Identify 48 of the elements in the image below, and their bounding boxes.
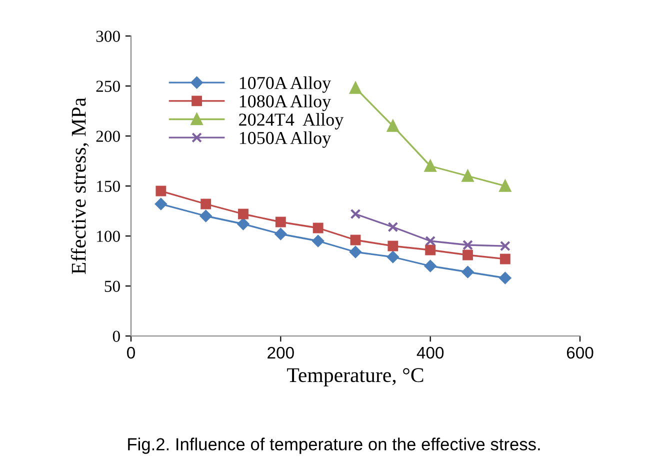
point [274, 228, 287, 240]
point [500, 240, 510, 252]
point [462, 250, 473, 260]
point [425, 236, 436, 246]
point [388, 222, 398, 232]
legend-label: 1080A Alloy [240, 94, 332, 112]
x-tick-label: 200 [268, 346, 294, 359]
y-tick-label: 250 [96, 80, 120, 92]
point [238, 208, 248, 220]
y-tick-label: 100 [97, 230, 120, 242]
point [350, 234, 361, 246]
point [387, 120, 399, 132]
x-tick-label: 600 [566, 346, 594, 359]
point [275, 216, 286, 228]
point [312, 222, 324, 234]
point [200, 210, 212, 222]
y-tick-label: 300 [96, 30, 120, 42]
point [500, 254, 510, 264]
point [462, 266, 474, 278]
y-tick-label: 150 [97, 180, 120, 192]
point [200, 198, 212, 210]
point [386, 251, 399, 263]
point [312, 235, 324, 247]
point [350, 208, 361, 220]
point [462, 240, 473, 250]
y-tick-label: 200 [96, 130, 120, 142]
point [350, 246, 362, 258]
point [462, 170, 474, 182]
point [499, 180, 512, 192]
y-tick-label: 0 [112, 330, 120, 342]
legend-label: 1050A Alloy [240, 131, 332, 148]
y-axis-title: Effective stress, MPa [70, 98, 89, 274]
x-axis-title: Temperature, °C [287, 368, 424, 386]
legend-label: 2024T4 Alloy [239, 113, 344, 130]
point [156, 186, 166, 196]
point [388, 240, 398, 252]
x-tick-label: 0 [127, 346, 135, 359]
point [154, 198, 167, 210]
x-tick-label: 400 [416, 346, 444, 359]
y-tick-label: 50 [104, 280, 120, 292]
point [425, 244, 436, 256]
caption: Fig.2. Influence of temperature on the effective stress. [128, 438, 540, 454]
point [350, 82, 362, 94]
point [237, 218, 250, 230]
point [424, 160, 436, 172]
legend-label: 1070A Alloy [240, 76, 332, 93]
point [424, 260, 436, 272]
point [499, 272, 512, 284]
